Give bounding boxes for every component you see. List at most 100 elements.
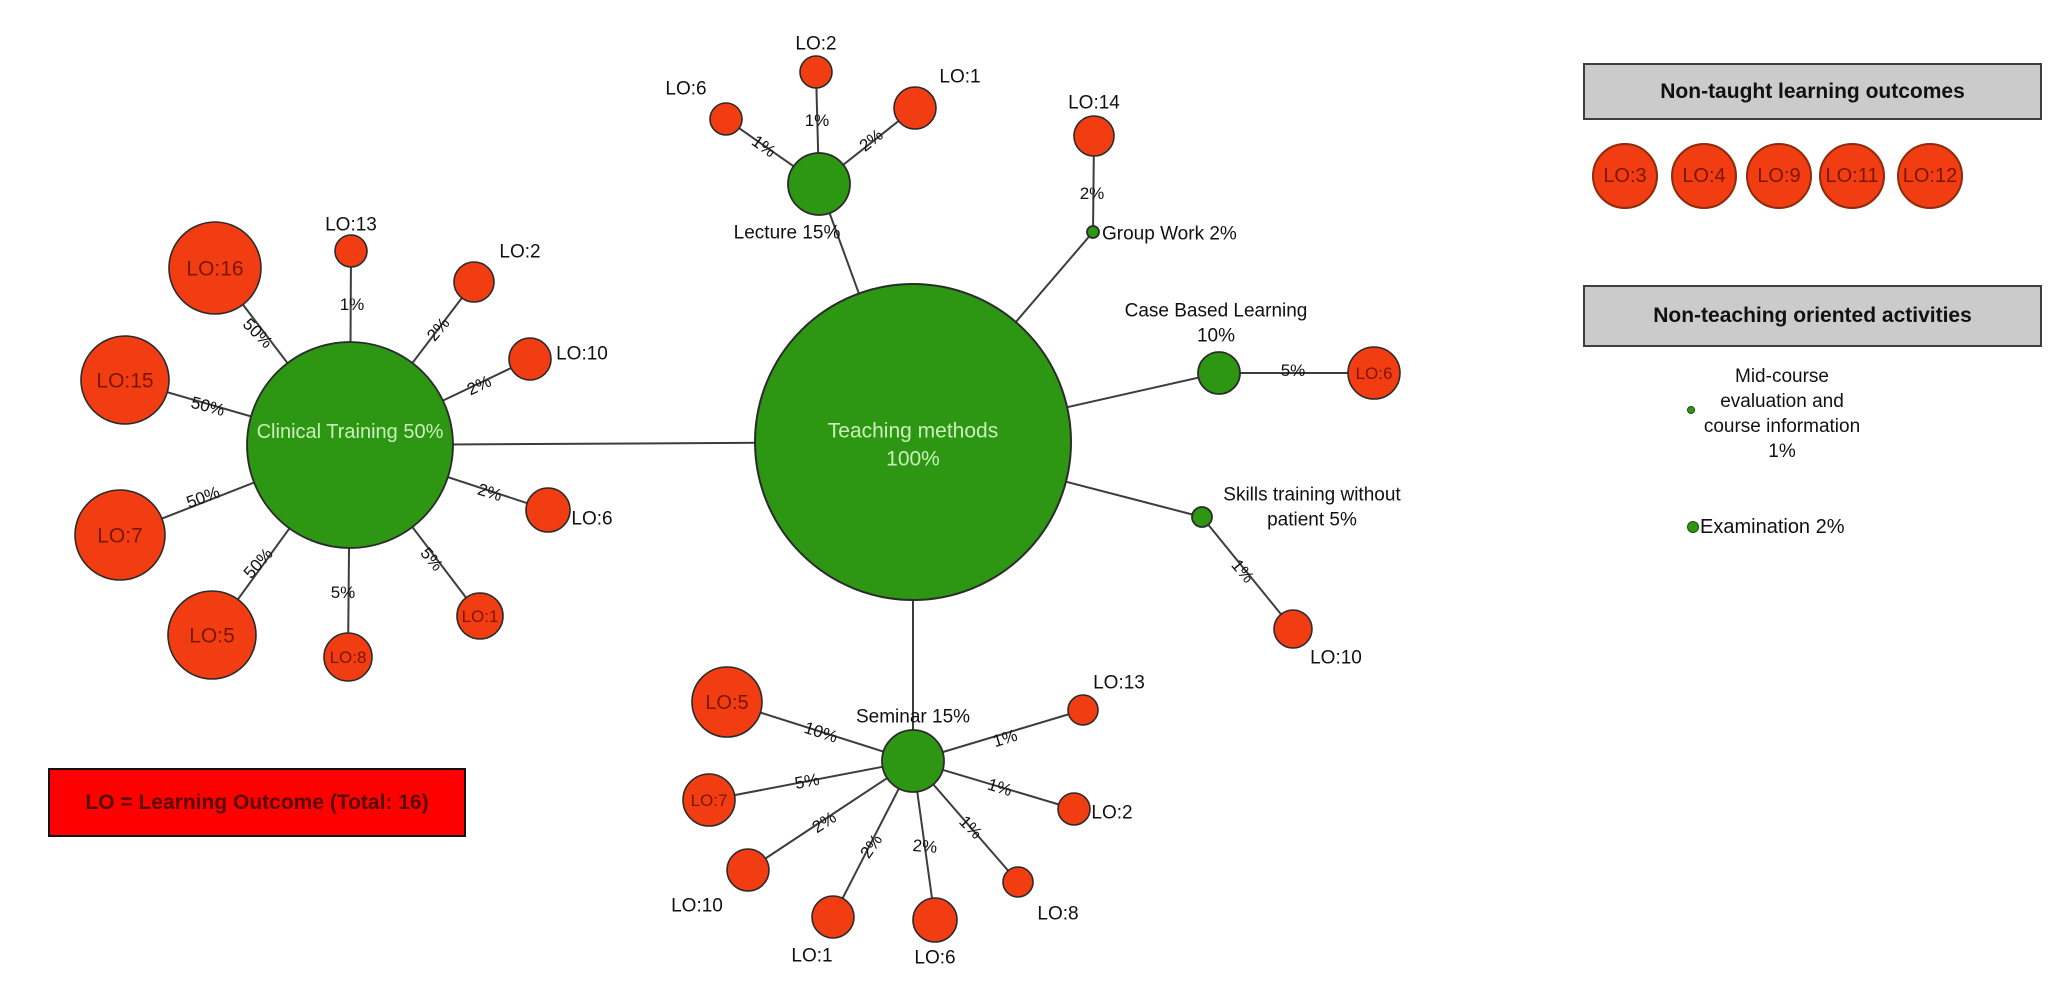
activity-examination-label: Examination 2% xyxy=(1700,516,1845,538)
lo-node xyxy=(1273,609,1313,649)
lo-node xyxy=(682,773,736,827)
lo-label: LO:6 xyxy=(571,509,612,530)
lo-label: LO:16 xyxy=(186,257,243,280)
method-label-skills: Skills training without xyxy=(1223,485,1401,506)
legend-text: LO = Learning Outcome (Total: 16) xyxy=(85,790,429,814)
lo-label: LO:15 xyxy=(96,369,153,392)
panel-non-teaching-activities: Non-teaching oriented activities xyxy=(1583,285,2042,347)
activity-midcourse: Mid-course evaluation and course informa… xyxy=(1662,364,1902,464)
lo-node xyxy=(893,86,937,130)
lo-label: LO:8 xyxy=(1037,904,1078,925)
edge-percent-label: 5% xyxy=(1281,361,1306,380)
lo-label: LO:1 xyxy=(939,67,980,88)
lo-node xyxy=(453,261,495,303)
lo-node xyxy=(1347,346,1401,400)
edge-line xyxy=(747,760,914,871)
center-node-label: 100% xyxy=(886,447,940,470)
edge-percent-label: 2% xyxy=(464,372,494,400)
method-label-case: 10% xyxy=(1197,326,1235,347)
lo-label: LO:2 xyxy=(499,242,540,263)
lo-label: LO:10 xyxy=(1310,648,1362,669)
lo-label: LO:2 xyxy=(795,34,836,55)
edge-percent-label: 1% xyxy=(805,111,830,130)
lo-node xyxy=(1067,694,1099,726)
edge-percent-label: 2% xyxy=(423,314,453,345)
lo-label: LO:13 xyxy=(325,215,377,236)
edge-percent-label: 50% xyxy=(240,544,277,582)
method-label-lecture: Lecture 15% xyxy=(734,223,841,244)
lo-label: LO:1 xyxy=(791,946,832,967)
edge-line xyxy=(708,760,914,801)
non-taught-lo-label: LO:11 xyxy=(1825,164,1879,187)
non-taught-lo-circle: LO:12 xyxy=(1897,143,1963,209)
method-label-skills: patient 5% xyxy=(1267,510,1357,531)
lo-node xyxy=(1002,866,1034,898)
lo-node xyxy=(811,895,855,939)
edge-percent-label: 10% xyxy=(802,718,840,747)
lo-node xyxy=(726,848,770,892)
panel-non-teaching-title: Non-teaching oriented activities xyxy=(1653,304,1972,327)
method-label-clinical: Clinical Training 50% xyxy=(257,421,444,443)
lo-label: LO:8 xyxy=(330,648,367,667)
legend-box: LO = Learning Outcome (Total: 16) xyxy=(48,768,466,837)
lo-node xyxy=(508,337,552,381)
method-label-case: Case Based Learning xyxy=(1125,301,1308,322)
non-taught-lo-label: LO:3 xyxy=(1603,164,1647,187)
method-node-groupwork xyxy=(1086,225,1100,239)
lo-label: LO:10 xyxy=(671,896,723,917)
lo-node xyxy=(1057,792,1091,826)
method-label-seminar: Seminar 15% xyxy=(856,707,970,728)
lo-label: LO:6 xyxy=(1356,364,1393,383)
lo-node xyxy=(912,897,958,943)
non-taught-lo-circle: LO:4 xyxy=(1671,143,1737,209)
non-taught-lo-circle: LO:11 xyxy=(1819,143,1885,209)
lo-node xyxy=(1073,115,1115,157)
lo-label: LO:10 xyxy=(556,344,608,365)
midcourse-dot xyxy=(1687,406,1695,414)
edge-percent-label: 2% xyxy=(857,831,887,862)
lo-node xyxy=(799,55,833,89)
lo-label: LO:6 xyxy=(914,948,955,969)
lo-node xyxy=(334,234,368,268)
lo-node xyxy=(167,590,257,680)
lo-node xyxy=(80,335,170,425)
edge-percent-label: 1% xyxy=(340,295,365,314)
activity-midcourse-line: evaluation and xyxy=(1720,391,1844,412)
edge-percent-label: 1% xyxy=(748,132,779,162)
panel-non-taught-outcomes: Non-taught learning outcomes xyxy=(1583,63,2042,120)
activity-midcourse-line: course information xyxy=(1703,416,1861,437)
non-taught-lo-circle: LO:9 xyxy=(1746,143,1812,209)
method-node-clinical xyxy=(246,341,454,549)
lo-node xyxy=(74,489,166,581)
lo-label: LO:13 xyxy=(1093,673,1145,694)
lo-label: LO:5 xyxy=(189,624,235,647)
edge-percent-label: 50% xyxy=(239,315,276,352)
edge-line xyxy=(1201,516,1294,630)
edge-percent-label: 50% xyxy=(184,483,222,512)
activity-midcourse-line: 1% xyxy=(1768,441,1796,462)
lo-label: LO:1 xyxy=(462,607,499,626)
edge-percent-label: 2% xyxy=(912,836,938,857)
teaching-methods-node xyxy=(754,283,1072,601)
edge-percent-label: 5% xyxy=(416,544,446,575)
method-node-lecture xyxy=(787,152,851,216)
edge-percent-label: 2% xyxy=(475,480,504,505)
non-taught-lo-label: LO:4 xyxy=(1682,164,1726,187)
lo-label: LO:7 xyxy=(691,791,728,810)
non-taught-lo-circle: LO:3 xyxy=(1592,143,1658,209)
lo-node xyxy=(323,632,373,682)
non-taught-lo-label: LO:12 xyxy=(1902,164,1958,187)
examination-dot xyxy=(1687,521,1699,533)
activity-midcourse-line: Mid-course xyxy=(1735,366,1829,387)
lo-node xyxy=(525,487,571,533)
edge-percent-label: 5% xyxy=(793,770,821,793)
lo-label: LO:2 xyxy=(1091,803,1132,824)
method-node-skills xyxy=(1191,506,1213,528)
method-node-seminar xyxy=(881,729,945,793)
lo-label: LO:14 xyxy=(1068,93,1120,114)
lo-node xyxy=(691,666,763,738)
non-taught-lo-label: LO:9 xyxy=(1757,164,1801,187)
edge-percent-label: 5% xyxy=(331,583,356,602)
